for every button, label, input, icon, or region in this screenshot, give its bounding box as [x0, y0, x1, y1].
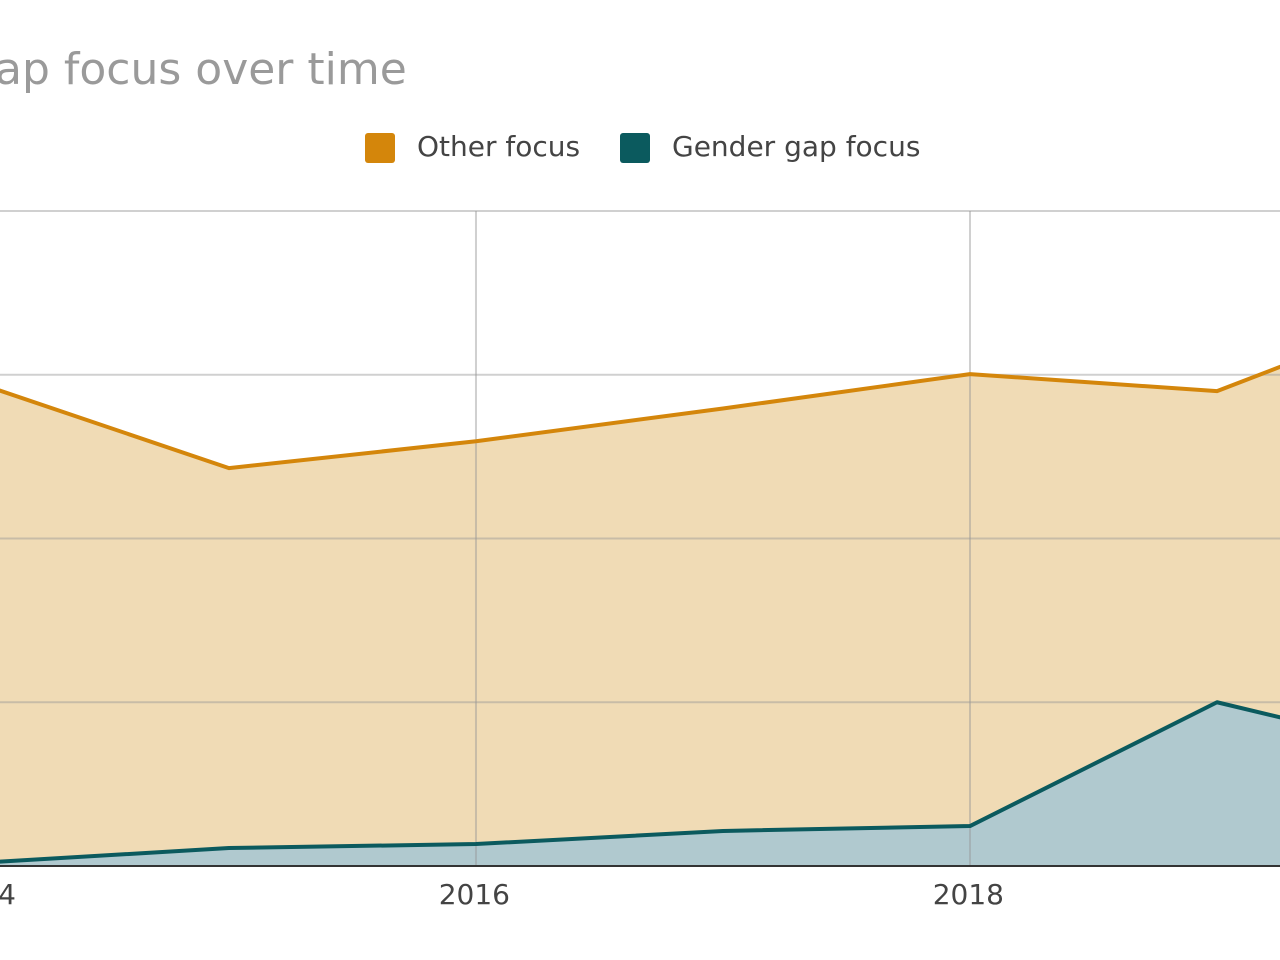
area-fill: [0, 366, 1280, 862]
x-tick-label: 2018: [933, 878, 1004, 911]
legend-label: Other focus: [417, 130, 580, 163]
legend-swatch: [620, 133, 650, 163]
area-fill: [0, 702, 1280, 866]
series-line: [0, 700, 1280, 864]
legend-swatch: [365, 133, 395, 163]
series-line: [0, 364, 1280, 471]
x-tick-label: 2016: [439, 878, 510, 911]
legend-label: Gender gap focus: [672, 130, 920, 163]
x-tick-label: 4: [0, 878, 16, 911]
chart-title: ap focus over time: [0, 44, 407, 95]
